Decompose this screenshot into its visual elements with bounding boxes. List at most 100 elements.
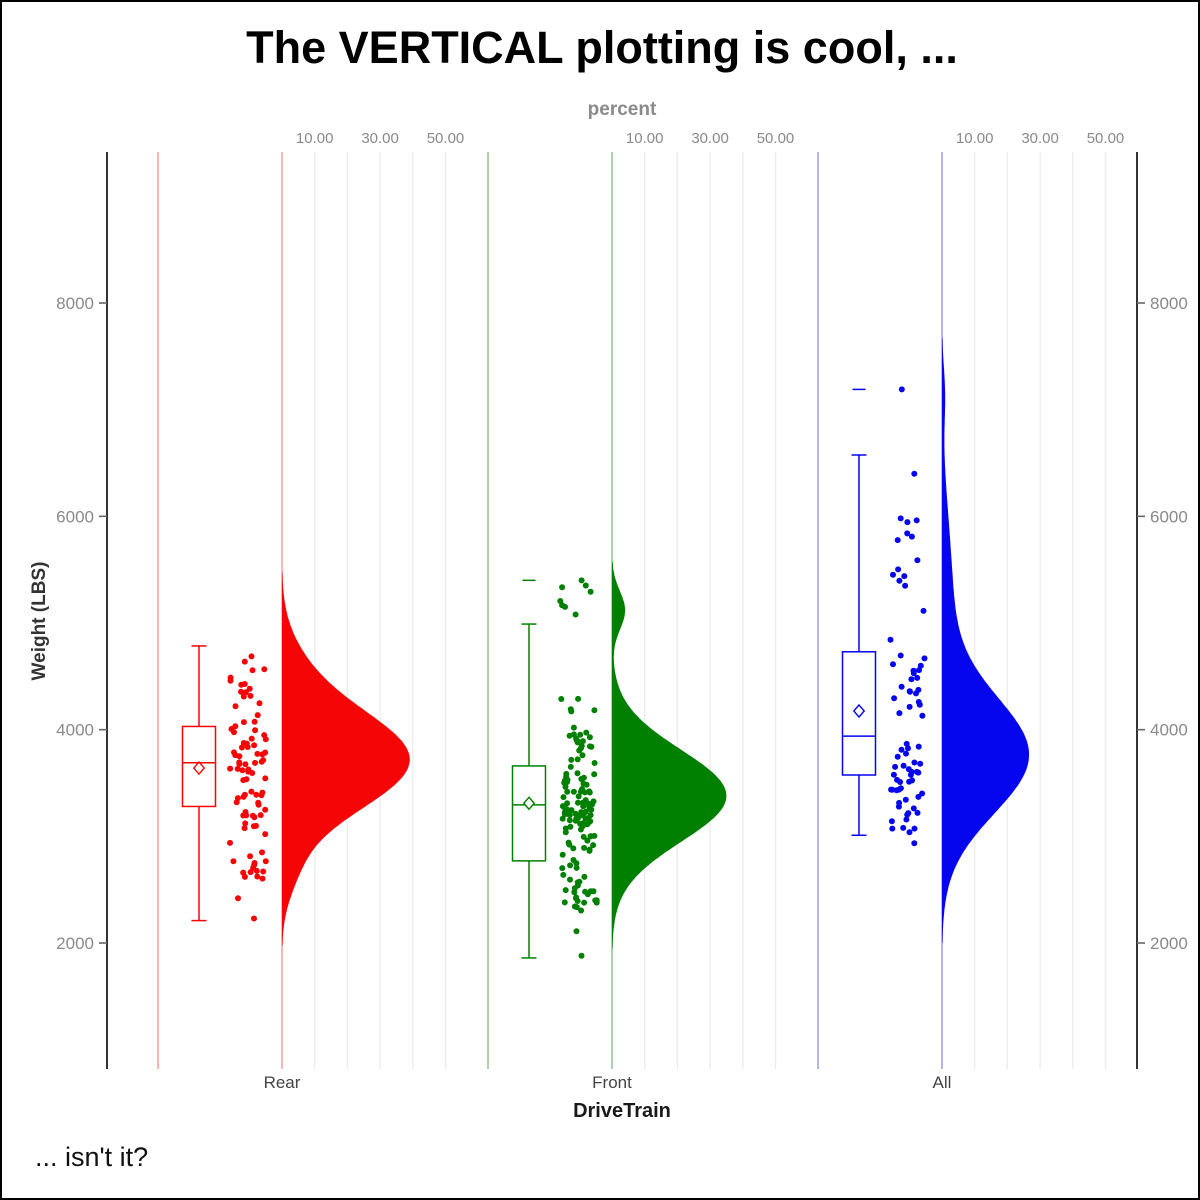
jitter-point xyxy=(574,756,581,763)
jitter-point xyxy=(567,763,574,770)
jitter-point xyxy=(251,915,257,922)
jitter-point xyxy=(241,791,248,798)
jitter-point xyxy=(906,829,913,836)
jitter-point xyxy=(583,729,590,736)
jitter-point xyxy=(578,577,585,584)
jitter-point xyxy=(252,759,258,766)
left-axis-tick-label: 2000 xyxy=(56,934,94,953)
percent-tick-label: 10.00 xyxy=(956,130,994,147)
jitter-point xyxy=(562,603,568,610)
jitter-point xyxy=(894,776,900,783)
jitter-point xyxy=(251,860,258,866)
jitter-point xyxy=(887,636,894,643)
jitter-point xyxy=(573,864,580,871)
jitter-point xyxy=(891,695,898,702)
jitter-point xyxy=(578,809,585,816)
jitter-point xyxy=(560,871,567,878)
jitter-point xyxy=(227,765,234,772)
jitter-point xyxy=(590,842,597,849)
jitter-point xyxy=(256,700,263,707)
jitter-point xyxy=(897,515,904,522)
jitter-point xyxy=(584,837,591,844)
jitter-point xyxy=(558,696,565,702)
jitter-point xyxy=(908,676,915,683)
jitter-all xyxy=(887,386,928,847)
jitter-point xyxy=(584,820,591,827)
jitter-point xyxy=(557,598,564,604)
jitter-point xyxy=(898,386,905,393)
jitter-point xyxy=(578,907,585,914)
jitter-point xyxy=(573,904,580,911)
density-all xyxy=(942,337,1030,944)
jitter-point xyxy=(580,833,587,840)
jitter-point xyxy=(251,742,258,749)
jitter-point xyxy=(248,653,255,660)
jitter-point xyxy=(261,666,268,673)
right-axis-tick-label: 6000 xyxy=(1150,507,1188,526)
percent-tick-label: 10.00 xyxy=(626,130,664,147)
jitter-point xyxy=(908,533,915,540)
jitter-point xyxy=(259,849,265,856)
jitter-point xyxy=(581,844,588,851)
jitter-point xyxy=(241,825,248,832)
axes-layer: 10.00 30.00 50.00 10.00 30.00 50.00 10.00 30.00… xyxy=(56,130,1188,1069)
percent-tick-label: 50.00 xyxy=(757,130,795,147)
left-axis-tick-label: 4000 xyxy=(56,721,94,740)
jitter-point xyxy=(257,812,264,819)
jitter-point xyxy=(920,607,927,614)
jitter-point xyxy=(570,788,577,795)
jitter-point xyxy=(913,690,919,697)
jitter-point xyxy=(262,858,269,865)
jitter-point xyxy=(915,793,922,800)
jitter-point xyxy=(240,693,247,700)
jitter-point xyxy=(914,674,921,681)
jitter-point xyxy=(914,557,921,564)
jitter-point xyxy=(227,839,233,846)
jitter-point xyxy=(252,727,259,734)
jitter-point xyxy=(567,876,573,883)
jitter-point xyxy=(230,858,237,865)
jitter-point xyxy=(573,735,580,742)
jitter-point xyxy=(911,759,918,766)
mean-diamond-rear xyxy=(192,760,206,776)
jitter-point xyxy=(915,769,922,776)
jitter-point xyxy=(242,761,249,768)
jitter-point xyxy=(248,735,255,742)
jitter-point xyxy=(559,584,566,591)
jitter-point xyxy=(262,806,269,813)
jitter-point xyxy=(561,899,568,906)
data-layer xyxy=(181,337,1030,959)
jitter-point xyxy=(561,809,568,816)
mean-diamond-all xyxy=(852,703,866,719)
box-front xyxy=(511,765,547,862)
jitter-point xyxy=(587,888,594,895)
jitter-point xyxy=(241,658,248,665)
jitter-point xyxy=(567,823,574,830)
jitter-point xyxy=(593,897,600,904)
jitter-point xyxy=(576,747,583,754)
jitter-point xyxy=(911,840,918,847)
jitter-point xyxy=(904,530,911,537)
jitter-point xyxy=(894,537,901,544)
jitter-point xyxy=(895,566,902,573)
jitter-point xyxy=(582,808,589,815)
jitter-point xyxy=(262,775,269,782)
jitter-point xyxy=(254,873,261,880)
jitter-point xyxy=(575,695,582,702)
category-label-rear: Rear xyxy=(263,1073,301,1092)
jitter-point xyxy=(258,792,265,799)
density-rear xyxy=(282,572,410,946)
category-label-all: All xyxy=(932,1073,952,1092)
jitter-point xyxy=(915,699,922,705)
jitter-point xyxy=(248,788,255,795)
jitter-point xyxy=(578,952,585,959)
jitter-point xyxy=(568,756,575,763)
jitter-point xyxy=(900,762,907,769)
jitter-point xyxy=(587,833,594,840)
jitter-point xyxy=(582,815,589,822)
jitter-point xyxy=(228,726,235,732)
jitter-point xyxy=(896,577,903,584)
jitter-point xyxy=(579,823,586,830)
jitter-point xyxy=(571,889,578,896)
